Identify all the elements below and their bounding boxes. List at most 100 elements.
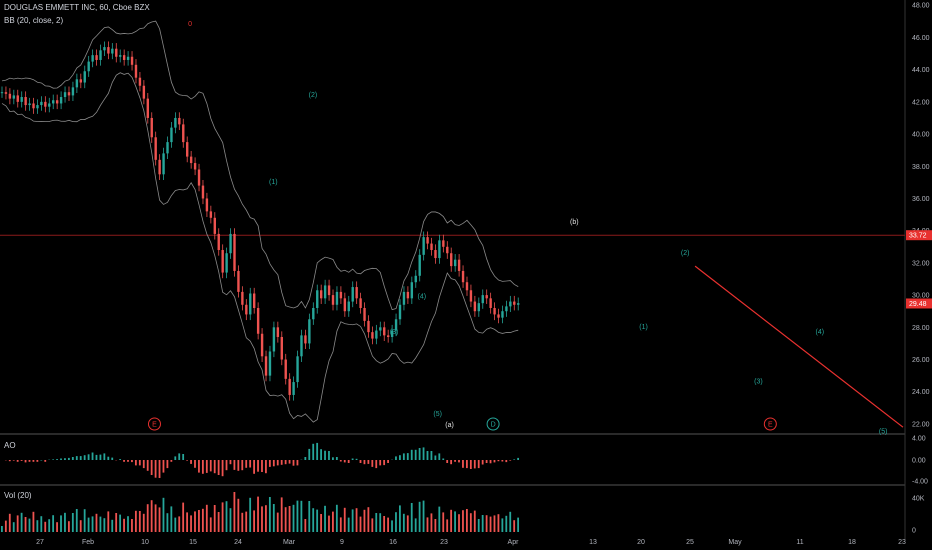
candle-body xyxy=(513,301,516,305)
volume-bar xyxy=(64,512,66,532)
volume-bar xyxy=(75,509,78,532)
volume-bar xyxy=(288,506,291,532)
volume-bar xyxy=(284,507,287,532)
volume-bar xyxy=(296,500,299,532)
time-tick-label: 9 xyxy=(340,539,344,546)
ao-bar xyxy=(12,460,15,461)
ao-bar xyxy=(170,460,173,462)
candle-body xyxy=(221,250,224,273)
ao-bar xyxy=(123,460,125,462)
candle-body xyxy=(170,127,173,143)
candle-body xyxy=(52,100,55,104)
ao-bar xyxy=(64,458,66,460)
volume-bar xyxy=(24,517,27,532)
price-tick-label: 38.00 xyxy=(912,164,930,171)
ao-bar xyxy=(355,458,358,460)
volume-bar xyxy=(182,502,185,532)
resistance-badge xyxy=(906,230,932,241)
ao-bar xyxy=(107,456,110,460)
ao-bar xyxy=(332,457,334,460)
ao-bar xyxy=(399,455,401,460)
candle-body xyxy=(103,47,106,51)
ao-pane xyxy=(4,442,520,478)
price-tick-label: 40.00 xyxy=(912,132,930,139)
volume-bar xyxy=(359,516,362,532)
volume-bar xyxy=(513,520,516,532)
wave-label: (4) xyxy=(816,329,825,336)
volume-bar xyxy=(134,510,137,532)
candle-body xyxy=(316,290,319,308)
ao-bar xyxy=(430,451,433,460)
ao-bar xyxy=(272,460,275,467)
volume-bar xyxy=(87,517,90,532)
volume-bar xyxy=(300,500,303,532)
volume-bar xyxy=(123,518,125,532)
candle-body xyxy=(442,240,445,247)
volume-bar xyxy=(367,507,370,532)
ao-bar xyxy=(509,460,512,461)
candle-body xyxy=(260,333,264,357)
candle-body xyxy=(418,254,421,276)
candle-body xyxy=(44,101,47,107)
volume-bar xyxy=(253,510,256,532)
candle-body xyxy=(501,311,504,318)
ao-bar xyxy=(371,460,374,467)
volume-bar xyxy=(454,511,456,532)
ao-bar xyxy=(24,460,27,463)
candle-body xyxy=(83,71,86,83)
volume-bar xyxy=(40,516,43,532)
volume-bar xyxy=(422,500,425,532)
ao-bar xyxy=(339,460,342,462)
ao-bar xyxy=(414,449,417,460)
volume-bar xyxy=(473,510,476,532)
ao-bar xyxy=(446,460,449,463)
volume-bar xyxy=(280,497,283,532)
wave-label: (b) xyxy=(570,219,579,226)
wave-label: (1) xyxy=(639,324,648,331)
candle-body xyxy=(379,327,382,331)
candle-body xyxy=(450,253,453,267)
volume-bar xyxy=(60,515,62,532)
ao-bar xyxy=(335,457,338,460)
ao-bar xyxy=(87,454,90,460)
volume-bar xyxy=(387,517,389,532)
volume-bar xyxy=(48,519,51,532)
candle-body xyxy=(347,301,350,312)
volume-bar xyxy=(347,517,350,532)
candle-body xyxy=(71,87,75,96)
volume-bar xyxy=(391,520,393,532)
candle-body xyxy=(493,307,496,315)
volume-tick-label: 0 xyxy=(912,528,916,535)
ao-bar xyxy=(103,453,106,460)
volume-bar xyxy=(339,517,342,532)
candle-body xyxy=(130,56,134,65)
candle-body xyxy=(430,243,433,251)
ao-bar xyxy=(209,460,212,472)
ao-bar xyxy=(505,460,508,463)
volume-bar xyxy=(56,522,58,532)
ao-bar xyxy=(71,457,74,460)
volume-bar xyxy=(83,509,86,532)
candle-body xyxy=(481,295,484,304)
ao-tick-label: 0.00 xyxy=(912,458,926,465)
wave-label: (a) xyxy=(445,422,454,429)
event-marker-label: E xyxy=(768,422,773,429)
bollinger-upper xyxy=(1,20,519,311)
volume-bar xyxy=(410,503,413,532)
bollinger-lower xyxy=(1,72,519,423)
price-tick-label: 46.00 xyxy=(912,35,930,42)
ao-bar xyxy=(418,448,421,460)
candle-body xyxy=(343,298,347,312)
candle-body xyxy=(134,64,138,78)
candle-body xyxy=(16,95,19,102)
ao-bar xyxy=(469,460,472,469)
volume-bar xyxy=(497,514,500,532)
candle-body xyxy=(205,198,209,212)
volume-bar xyxy=(115,513,118,532)
candle-body xyxy=(182,124,185,143)
volume-bar xyxy=(414,518,417,532)
volume-bar xyxy=(332,511,334,532)
volume-bar xyxy=(379,513,382,532)
